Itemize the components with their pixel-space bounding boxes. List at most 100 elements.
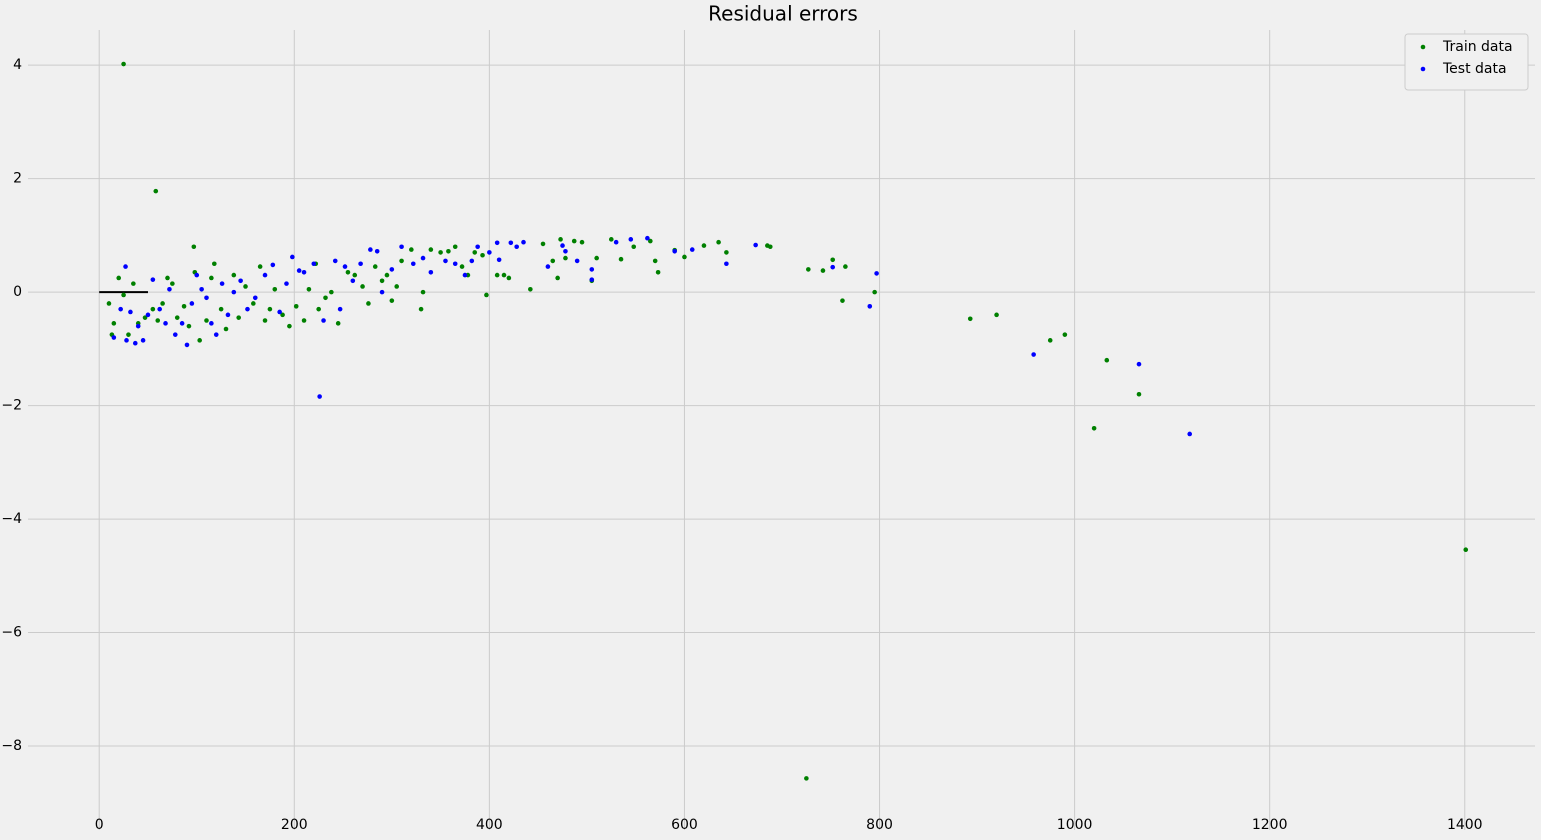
point: [124, 338, 129, 343]
y-tick-label: 2: [13, 171, 22, 187]
point: [245, 306, 250, 312]
point: [628, 237, 634, 242]
point: [574, 258, 580, 264]
point: [550, 258, 556, 264]
point: [480, 252, 485, 258]
point: [579, 239, 585, 245]
point: [121, 292, 126, 298]
point: [199, 286, 204, 292]
point: [212, 261, 217, 267]
point: [368, 247, 373, 252]
point: [506, 275, 512, 281]
point: [374, 248, 380, 254]
point: [389, 298, 395, 303]
point: [716, 239, 721, 245]
point: [277, 309, 282, 315]
point: [967, 316, 973, 322]
point: [116, 275, 122, 281]
point: [296, 268, 302, 273]
point: [209, 321, 214, 326]
point: [563, 248, 568, 254]
point: [366, 301, 371, 306]
point: [287, 323, 292, 329]
x-tick-label: 200: [281, 817, 308, 833]
point: [145, 312, 151, 318]
point: [225, 312, 231, 318]
point: [501, 272, 507, 278]
point: [317, 394, 322, 399]
x-tick-label: 800: [866, 817, 893, 833]
point: [469, 258, 475, 264]
point: [379, 278, 385, 284]
point: [179, 321, 185, 326]
point: [121, 61, 126, 67]
point: [631, 244, 637, 250]
point: [452, 261, 458, 267]
point: [1047, 338, 1053, 343]
point: [613, 239, 619, 245]
point: [765, 243, 770, 248]
point: [1187, 431, 1193, 437]
point: [571, 238, 577, 244]
y-tick-label: 0: [13, 284, 22, 300]
point: [251, 301, 256, 306]
point: [472, 250, 478, 255]
point: [342, 264, 348, 269]
point: [589, 267, 595, 272]
point: [682, 254, 687, 260]
point: [608, 237, 614, 242]
point: [528, 286, 533, 292]
legend-marker: [1420, 44, 1426, 50]
point: [994, 312, 999, 318]
point: [332, 258, 338, 264]
point: [872, 289, 877, 295]
point: [257, 264, 263, 269]
point: [494, 272, 500, 278]
point: [452, 244, 458, 250]
x-tick-label: 400: [476, 817, 503, 833]
legend-label: Train data: [1442, 39, 1513, 55]
y-tick-label: −2: [1, 398, 22, 414]
point: [545, 264, 551, 269]
point: [163, 321, 168, 326]
point: [280, 312, 285, 318]
point: [209, 275, 214, 281]
point: [204, 318, 209, 323]
point: [420, 289, 426, 295]
point: [329, 289, 334, 295]
x-tick-label: 1400: [1447, 817, 1483, 833]
point: [753, 242, 758, 248]
point: [384, 272, 390, 278]
point: [459, 264, 465, 269]
point: [475, 244, 480, 250]
point: [508, 240, 514, 246]
legend-marker: [1420, 66, 1426, 72]
point: [446, 248, 451, 254]
point: [150, 306, 156, 312]
legend-box: [1404, 33, 1529, 91]
point: [1031, 352, 1036, 357]
point: [142, 315, 148, 320]
point: [170, 281, 175, 286]
point: [418, 306, 424, 312]
point: [252, 295, 258, 301]
point: [155, 318, 161, 323]
point: [358, 261, 363, 267]
point: [372, 264, 378, 269]
point: [191, 244, 197, 250]
point: [843, 264, 848, 269]
point: [409, 247, 414, 252]
point: [420, 255, 426, 261]
point: [645, 235, 650, 241]
point: [462, 272, 468, 278]
point: [443, 258, 448, 264]
point: [126, 332, 131, 337]
point: [360, 284, 365, 289]
point: [335, 321, 341, 326]
point: [231, 272, 237, 278]
point: [337, 306, 343, 312]
point: [284, 281, 289, 286]
point: [496, 257, 502, 263]
point: [236, 315, 241, 320]
point: [153, 188, 159, 194]
